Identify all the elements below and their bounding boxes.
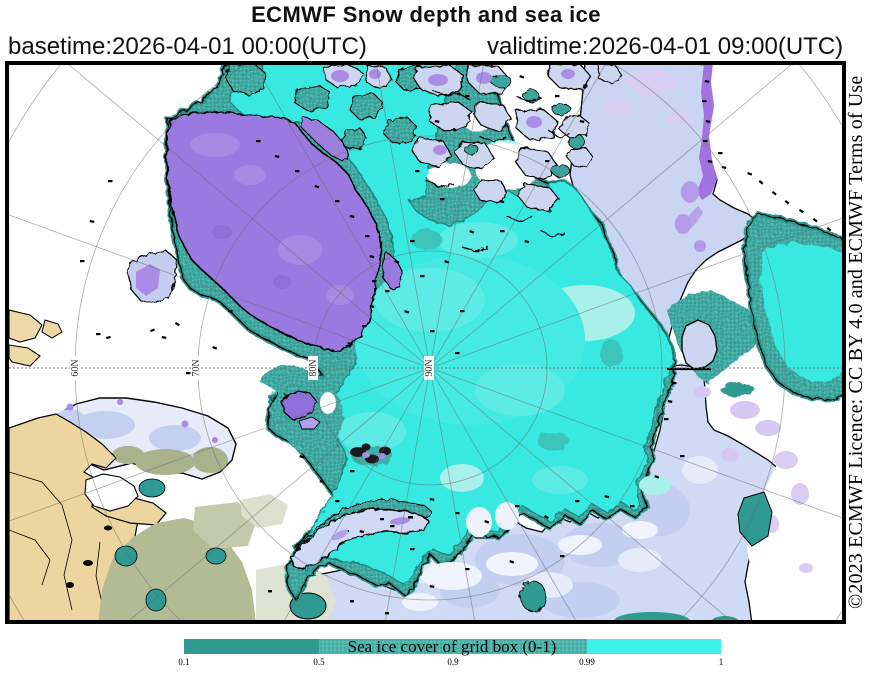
svg-text:80N: 80N — [308, 359, 319, 376]
svg-text:70N: 70N — [191, 359, 202, 376]
svg-text:60N: 60N — [70, 359, 81, 376]
svg-text:90N: 90N — [424, 359, 435, 376]
